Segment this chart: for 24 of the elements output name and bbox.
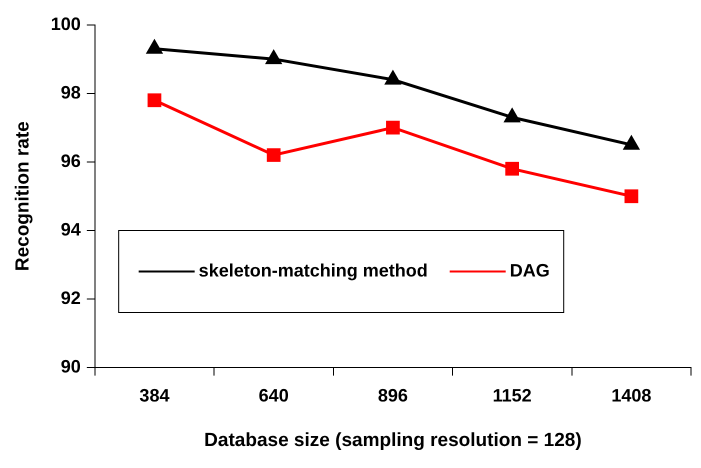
x-tick-label: 1408 xyxy=(611,385,652,406)
legend-label: DAG xyxy=(510,260,550,280)
y-tick-label: 90 xyxy=(60,356,81,377)
legend-label: skeleton-matching method xyxy=(198,260,428,280)
y-tick-label: 96 xyxy=(60,150,81,171)
point xyxy=(505,162,520,176)
y-tick-label: 92 xyxy=(60,288,81,308)
y-tick-label: 94 xyxy=(60,219,81,240)
x-tick-label: 384 xyxy=(139,385,170,406)
point xyxy=(504,108,520,122)
point xyxy=(384,70,402,85)
point xyxy=(265,50,282,64)
x-tick-label: 640 xyxy=(258,385,289,406)
point xyxy=(148,93,162,108)
point xyxy=(386,120,400,135)
x-tick-label: 896 xyxy=(378,385,408,406)
x-axis-title: Database size (sampling resolution = 128) xyxy=(204,430,582,451)
y-tick-label: 100 xyxy=(50,14,81,34)
point xyxy=(146,39,163,54)
y-tick-label: 98 xyxy=(60,82,81,102)
point xyxy=(266,148,281,162)
point xyxy=(624,189,638,204)
x-tick-label: 1152 xyxy=(492,385,532,406)
y-axis-title: Recognition rate xyxy=(12,121,34,272)
